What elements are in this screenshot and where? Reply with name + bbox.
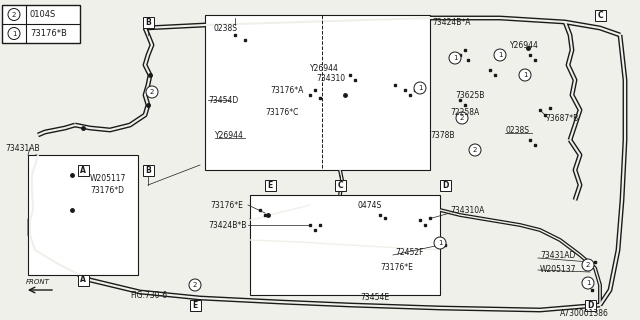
Text: 2: 2	[586, 262, 590, 268]
Circle shape	[189, 279, 201, 291]
Text: C: C	[597, 11, 603, 20]
Bar	[143, 164, 154, 175]
Text: E: E	[268, 180, 273, 189]
Text: 734310: 734310	[316, 74, 345, 83]
Text: Y26944: Y26944	[510, 41, 539, 50]
Text: 1: 1	[452, 55, 457, 61]
Text: 2: 2	[460, 115, 464, 121]
Text: D: D	[587, 300, 593, 309]
Circle shape	[449, 52, 461, 64]
Circle shape	[519, 69, 531, 81]
Bar	[440, 180, 451, 190]
Text: W205117: W205117	[90, 173, 126, 182]
Bar	[77, 164, 88, 175]
Bar	[205, 15, 430, 170]
Text: 73176*E: 73176*E	[380, 263, 413, 273]
Text: 73454D: 73454D	[208, 95, 238, 105]
Bar	[143, 17, 154, 28]
Bar	[335, 180, 346, 190]
Text: 73431AB: 73431AB	[5, 143, 40, 153]
Text: Y26944: Y26944	[215, 131, 244, 140]
Circle shape	[494, 49, 506, 61]
Text: 0238S: 0238S	[213, 23, 237, 33]
Circle shape	[434, 237, 446, 249]
Text: 73176*D: 73176*D	[90, 186, 124, 195]
Bar	[584, 300, 595, 310]
Text: E: E	[193, 300, 198, 309]
Bar	[189, 300, 200, 310]
Bar	[595, 10, 605, 20]
Circle shape	[469, 144, 481, 156]
Text: 73176*C: 73176*C	[265, 108, 298, 116]
Text: W205137: W205137	[540, 266, 577, 275]
Text: 72258A: 72258A	[450, 108, 479, 116]
Text: 1: 1	[438, 240, 442, 246]
Text: 1: 1	[523, 72, 527, 78]
Circle shape	[582, 277, 594, 289]
Text: 2: 2	[193, 282, 197, 288]
Text: 2: 2	[473, 147, 477, 153]
Text: 734310A: 734310A	[450, 205, 484, 214]
Text: 0474S: 0474S	[358, 201, 382, 210]
Bar	[264, 180, 275, 190]
Circle shape	[8, 9, 20, 20]
Text: 1: 1	[12, 30, 16, 36]
Circle shape	[8, 28, 20, 39]
Text: B: B	[145, 165, 151, 174]
Text: 73424B*A: 73424B*A	[432, 18, 470, 27]
Text: 2: 2	[12, 12, 16, 18]
Text: B: B	[145, 18, 151, 27]
Text: A: A	[80, 165, 86, 174]
Text: FIG.730-6: FIG.730-6	[130, 291, 167, 300]
Text: 1: 1	[418, 85, 422, 91]
Circle shape	[456, 112, 468, 124]
Text: A: A	[80, 276, 86, 284]
Text: 73431AD: 73431AD	[540, 251, 575, 260]
Text: FRONT: FRONT	[26, 279, 50, 285]
Circle shape	[582, 259, 594, 271]
Text: 73687*B: 73687*B	[545, 114, 579, 123]
Circle shape	[414, 82, 426, 94]
Text: 73176*E: 73176*E	[210, 201, 243, 210]
Text: D: D	[442, 180, 448, 189]
Text: 73176*A: 73176*A	[270, 85, 303, 94]
Text: 72452F: 72452F	[395, 247, 424, 257]
Text: 1: 1	[498, 52, 502, 58]
Text: 1: 1	[586, 280, 590, 286]
Text: C: C	[337, 180, 343, 189]
Text: 0238S: 0238S	[505, 125, 529, 134]
Circle shape	[146, 86, 158, 98]
Bar	[77, 275, 88, 285]
Text: Y26944: Y26944	[310, 63, 339, 73]
Text: 73454E: 73454E	[360, 293, 389, 302]
Text: 7378B: 7378B	[430, 131, 454, 140]
Bar	[250, 195, 440, 295]
Bar	[28, 155, 138, 275]
Text: 73176*B: 73176*B	[30, 29, 67, 38]
Bar	[2, 5, 80, 43]
Text: 2: 2	[150, 89, 154, 95]
Text: 73625B: 73625B	[455, 91, 484, 100]
Text: A730001386: A730001386	[560, 308, 609, 317]
Text: 73424B*B: 73424B*B	[208, 220, 246, 229]
Text: 0104S: 0104S	[30, 10, 56, 19]
